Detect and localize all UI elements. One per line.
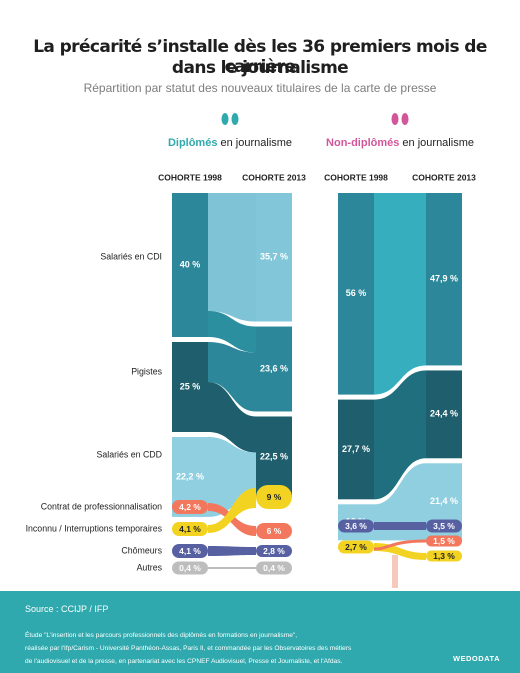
bar-2013-0: [256, 193, 292, 322]
bar-2013-2: [256, 416, 292, 498]
row-label-0: Salariés en CDI: [100, 251, 162, 261]
bar-label-2013: 47,9 %: [430, 274, 458, 284]
footnote: Étude "L'insertion et les parcours profe…: [25, 629, 455, 668]
panel-title-rest: en journalisme: [399, 137, 474, 149]
pill-autres-2013-pill: [256, 561, 292, 575]
pill-chomeurs-1998-pill: [172, 544, 208, 558]
brand-logo: WEDODATA: [452, 654, 500, 663]
column-header-2013: COHORTE 2013: [412, 172, 476, 182]
panel-title: Non-diplômés en journalisme: [326, 137, 474, 149]
pill-inconnu-2013-pill: [256, 485, 292, 509]
pill-autres-2013-label: 0,4 %: [263, 563, 285, 573]
pill-pro-2013-pill: [256, 523, 292, 539]
footer-band: Source : CCIJP / IFP Étude "L'insertion …: [0, 591, 520, 673]
pill-inconnu-1998-pill: [338, 519, 374, 533]
flow-ribbon: [208, 382, 256, 453]
pill-inconnu-1998-label: 3,6 %: [345, 521, 367, 531]
column-header-1998: COHORTE 1998: [324, 172, 388, 182]
pill-inconnu-1998-label: 4,1 %: [179, 524, 201, 534]
bar-label-1998: 25 %: [180, 381, 201, 391]
bar-label-1998: 22,2 %: [176, 471, 204, 481]
pill-autres-1998-label: 0,4 %: [179, 563, 201, 573]
bar-1998-0: [172, 193, 208, 337]
chart-subtitle: Répartition par statut des nouveaux titu…: [83, 81, 437, 95]
row-label-2: Salariés en CDD: [96, 449, 162, 459]
pill-chomeurs-2013-label: 1,3 %: [433, 551, 455, 561]
footnote-line: de l'audiovisuel et de la presse, en par…: [25, 658, 343, 665]
pill-chomeurs-1998-pill: [338, 540, 374, 554]
pill-chomeurs-2013-pill: [256, 545, 292, 557]
row-label-6: Autres: [137, 562, 163, 572]
footprint-icon: [231, 113, 239, 125]
pill-pro-2013-label: 1,5 %: [433, 536, 455, 546]
pill-chomeurs-1998-label: 2,7 %: [345, 542, 367, 552]
footprint-icon: [401, 113, 409, 125]
pill-pro-2013-pill: [426, 535, 462, 547]
flow-ribbon: [208, 546, 256, 556]
pill-inconnu-2013-label: 3,5 %: [433, 521, 455, 531]
bar-1998-1: [172, 342, 208, 432]
pill-inconnu-2013-label: 9 %: [267, 492, 282, 502]
panel-title: Diplômés en journalisme: [168, 137, 292, 149]
flow-ribbon: [208, 193, 256, 322]
chart-title-line-1: La précarité s’installe dès les 36 premi…: [33, 37, 487, 77]
pill-chomeurs-2013-label: 2,8 %: [263, 546, 285, 556]
row-label-5: Chômeurs: [121, 545, 162, 555]
pill-chomeurs-1998-label: 4,1 %: [179, 546, 201, 556]
chart-title-line-2: dans le journalisme: [171, 58, 349, 78]
panel-title-strong: Diplômés: [168, 137, 218, 149]
bar-label-1998: 40 %: [180, 259, 201, 269]
row-label-1: Pigistes: [131, 366, 162, 376]
flow-ribbon: [374, 543, 426, 560]
panel-title-rest: en journalisme: [217, 137, 292, 149]
bar-2013-1: [426, 370, 462, 459]
bar-label-2013: 21,4 %: [430, 496, 458, 506]
flow-ribbon: [208, 488, 256, 533]
bar-label-2013: 22,5 %: [260, 451, 288, 461]
panel-title-strong: Non-diplômés: [326, 137, 399, 149]
bar-label-2013: 35,7 %: [260, 252, 288, 262]
flow-ribbon: [374, 370, 426, 500]
pill-inconnu-1998-pill: [172, 522, 208, 536]
footnote-line: Étude "L'insertion et les parcours profe…: [25, 632, 298, 639]
source-text: Source : CCIJP / IFP: [25, 604, 109, 614]
footnote-line: réalisée par l'Ifp/Carism - Université P…: [25, 645, 352, 652]
pill-pro-1998-pill: [172, 500, 208, 514]
flow-ribbon: [374, 522, 426, 530]
footprint-icon: [221, 113, 229, 125]
flow-ribbon: [373, 539, 427, 551]
footprint-icon: [391, 113, 399, 125]
bar-2013-1: [256, 326, 292, 412]
bar-label-2013: 24,4 %: [430, 409, 458, 419]
bar-1998-0: [338, 193, 374, 395]
flow-ribbon: [208, 311, 256, 353]
alluvial-chart: Salariés en CDI Pigistes Salariés en CDD Co…: [26, 113, 476, 588]
bar-1998-1: [338, 399, 374, 500]
flow-ribbon: [208, 342, 256, 412]
pill-autres-1998-pill: [172, 561, 208, 575]
flow-ribbon: [374, 463, 426, 541]
pill-inconnu-2013-pill: [426, 519, 462, 533]
row-label-4: Inconnu / Interruptions temporaires: [26, 523, 163, 533]
bar-label-2013: 23,6 %: [260, 363, 288, 373]
bar-label-1998: 27,7 %: [342, 444, 370, 454]
bar-label-1998: 56 %: [346, 288, 367, 298]
column-header-1998: COHORTE 1998: [158, 172, 222, 182]
row-label-3: Contrat de professionnalisation: [41, 501, 162, 511]
column-header-2013: COHORTE 2013: [242, 172, 306, 182]
pill-pro-1998-label: 4,2 %: [179, 502, 201, 512]
flow-ribbon: [374, 193, 426, 395]
pill-chomeurs-2013-pill: [426, 550, 462, 562]
pill-pro-2013-label: 6 %: [267, 526, 282, 536]
bar-2013-0: [426, 193, 462, 366]
